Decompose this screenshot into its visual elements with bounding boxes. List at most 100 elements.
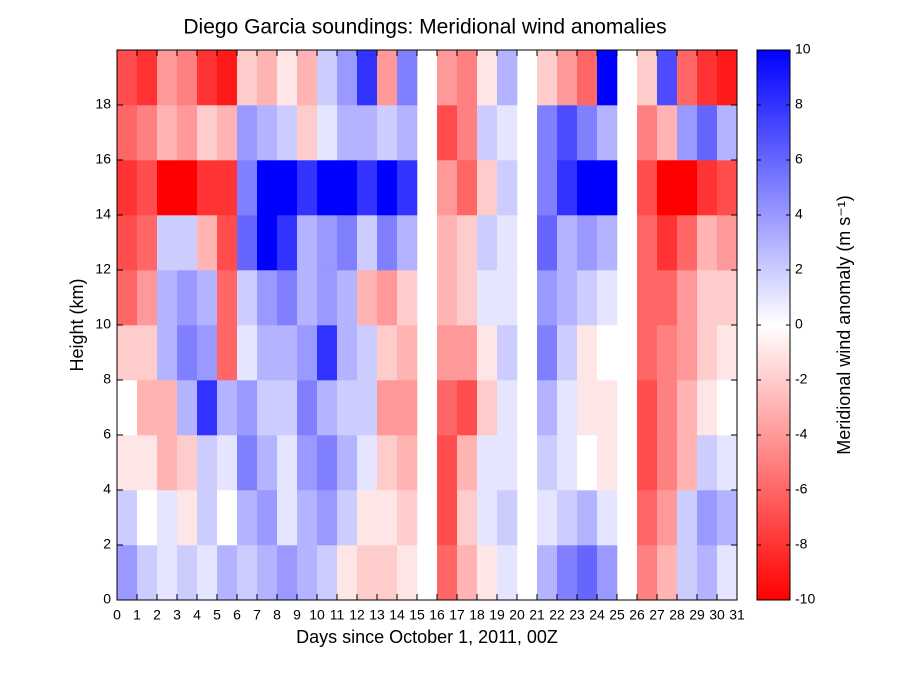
- heatmap-cell: [577, 435, 598, 491]
- heatmap-cell: [657, 545, 678, 601]
- heatmap-cell: [157, 380, 178, 436]
- heatmap-cell: [177, 380, 198, 436]
- x-tick-label: 0: [113, 607, 121, 623]
- heatmap-cell: [657, 160, 678, 216]
- heatmap-cell: [437, 215, 458, 271]
- heatmap-cell: [497, 380, 518, 436]
- heatmap-cell: [137, 215, 158, 271]
- heatmap-cell: [697, 270, 718, 326]
- heatmap-cell: [537, 105, 558, 161]
- x-tick-label: 25: [609, 607, 625, 623]
- heatmap-cell: [477, 490, 498, 546]
- heatmap-cell: [637, 490, 658, 546]
- heatmap-cell: [197, 215, 218, 271]
- heatmap-cell: [317, 380, 338, 436]
- heatmap-cell: [297, 490, 318, 546]
- heatmap-cell: [437, 270, 458, 326]
- y-axis-label: Height (km): [67, 278, 87, 371]
- heatmap-cell: [597, 380, 618, 436]
- heatmap-cell: [557, 545, 578, 601]
- x-tick-label: 14: [389, 607, 405, 623]
- heatmap-cell: [597, 270, 618, 326]
- heatmap-cell: [497, 215, 518, 271]
- heatmap-cell: [217, 490, 238, 546]
- y-tick-label: 0: [103, 591, 111, 607]
- y-tick-label: 18: [95, 96, 111, 112]
- heatmap-cell: [197, 325, 218, 381]
- x-tick-label: 8: [273, 607, 281, 623]
- heatmap-cell: [437, 50, 458, 106]
- heatmap-cell: [677, 545, 698, 601]
- heatmap-cell: [537, 270, 558, 326]
- heatmap-cell: [477, 105, 498, 161]
- heatmap-cell: [497, 325, 518, 381]
- heatmap-cell: [457, 380, 478, 436]
- heatmap-cell: [717, 50, 738, 106]
- heatmap-cell: [257, 50, 278, 106]
- heatmap-cell: [577, 50, 598, 106]
- heatmap-cell: [577, 545, 598, 601]
- heatmap-cell: [697, 215, 718, 271]
- y-tick-label: 10: [95, 316, 111, 332]
- heatmap-cell: [577, 325, 598, 381]
- heatmap-cell: [437, 160, 458, 216]
- chart-title: Diego Garcia soundings: Meridional wind …: [183, 16, 666, 39]
- heatmap-cell: [137, 435, 158, 491]
- colorbar: [756, 49, 791, 601]
- colorbar-tick-label: -8: [795, 536, 808, 552]
- heatmap-cell: [257, 490, 278, 546]
- x-tick-label: 23: [569, 607, 585, 623]
- heatmap-cell: [477, 325, 498, 381]
- heatmap-cell: [217, 435, 238, 491]
- heatmap-cell: [137, 50, 158, 106]
- heatmap-cell: [397, 490, 418, 546]
- heatmap-cell: [677, 490, 698, 546]
- heatmap-cell: [477, 380, 498, 436]
- heatmap-cell: [197, 270, 218, 326]
- heatmap-cell: [657, 215, 678, 271]
- x-tick-label: 9: [293, 607, 301, 623]
- heatmap-cell: [657, 490, 678, 546]
- heatmap-cell: [237, 160, 258, 216]
- heatmap-cell: [717, 435, 738, 491]
- heatmap-cell: [457, 160, 478, 216]
- heatmap-cell: [117, 215, 138, 271]
- heatmap-cell: [437, 545, 458, 601]
- heatmap-cell: [677, 215, 698, 271]
- heatmap-cell: [217, 270, 238, 326]
- heatmap-cell: [237, 270, 258, 326]
- heatmap-cell: [317, 215, 338, 271]
- heatmap-cell: [717, 325, 738, 381]
- heatmap-cell: [637, 380, 658, 436]
- heatmap-cell: [637, 435, 658, 491]
- heatmap-cell: [637, 325, 658, 381]
- heatmap-cell: [717, 160, 738, 216]
- heatmap-cell: [257, 325, 278, 381]
- heatmap-cell: [557, 270, 578, 326]
- heatmap-cell: [357, 215, 378, 271]
- heatmap-cell: [437, 105, 458, 161]
- heatmap-cell: [557, 325, 578, 381]
- x-tick-label: 28: [669, 607, 685, 623]
- heatmap-cell: [557, 50, 578, 106]
- heatmap-cell: [277, 435, 298, 491]
- heatmap-cell: [677, 160, 698, 216]
- heatmap-cell: [497, 545, 518, 601]
- heatmap-cell: [197, 160, 218, 216]
- heatmap-cell: [317, 270, 338, 326]
- colorbar-tick-label: -2: [795, 371, 808, 387]
- heatmap-cell: [637, 160, 658, 216]
- heatmap-cell: [377, 50, 398, 106]
- y-tick-label: 8: [103, 371, 111, 387]
- heatmap-cell: [117, 325, 138, 381]
- heatmap-cell: [637, 215, 658, 271]
- heatmap-cell: [317, 435, 338, 491]
- heatmap-cell: [697, 380, 718, 436]
- heatmap-cell: [457, 215, 478, 271]
- heatmap-cell: [257, 270, 278, 326]
- heatmap-cell: [697, 50, 718, 106]
- heatmap-cell: [697, 490, 718, 546]
- heatmap-cell: [377, 545, 398, 601]
- heatmap-cell: [117, 50, 138, 106]
- heatmap-cell: [657, 50, 678, 106]
